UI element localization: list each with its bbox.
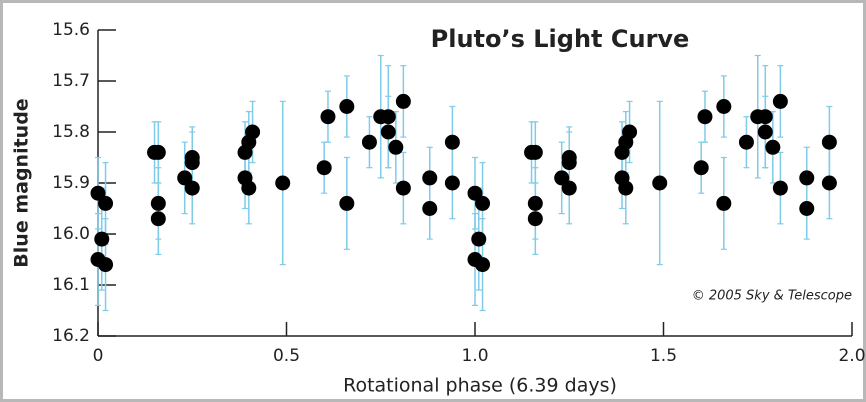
data-point	[422, 170, 438, 186]
x-axis-label: Rotational phase (6.39 days)	[343, 375, 617, 397]
data-point	[821, 134, 837, 150]
x-tick-label: 1.0	[461, 346, 488, 366]
chart-title: Pluto’s Light Curve	[431, 25, 690, 53]
x-tick-label: 2.0	[838, 346, 865, 366]
data-point	[757, 109, 773, 125]
data-point	[561, 155, 577, 171]
x-tick-label: 0.5	[273, 346, 300, 366]
data-point	[184, 180, 200, 196]
data-point	[98, 257, 114, 273]
data-point	[757, 124, 773, 140]
data-point	[380, 109, 396, 125]
data-point	[527, 211, 543, 227]
x-tick-label: 1.5	[650, 346, 677, 366]
data-point	[444, 134, 460, 150]
data-point	[561, 180, 577, 196]
data-point	[361, 134, 377, 150]
data-point	[150, 144, 166, 160]
data-point	[94, 231, 110, 247]
data-point	[716, 99, 732, 114]
data-point	[772, 93, 788, 109]
data-point	[738, 134, 754, 150]
data-point	[475, 257, 491, 273]
data-point	[697, 109, 713, 125]
data-point	[339, 195, 355, 211]
data-point	[471, 231, 487, 247]
data-point	[799, 170, 815, 186]
data-point	[622, 124, 638, 140]
data-point	[772, 180, 788, 196]
data-point	[245, 124, 261, 140]
data-point	[388, 139, 404, 155]
data-point	[799, 201, 815, 216]
data-point	[380, 124, 396, 140]
data-point	[716, 195, 732, 211]
data-point	[98, 195, 114, 211]
credit: © 2005 Sky & Telescope	[692, 289, 852, 304]
data-point	[693, 160, 709, 176]
data-point	[241, 180, 257, 196]
data-point	[475, 195, 491, 211]
data-point	[184, 155, 200, 171]
y-tick-label: 15.6	[52, 20, 90, 40]
y-tick-label: 15.7	[52, 71, 90, 91]
y-tick-label: 15.9	[52, 173, 90, 193]
y-axis-label: Blue magnitude	[11, 98, 33, 267]
y-tick-label: 16.1	[52, 275, 90, 295]
data-point	[150, 195, 166, 211]
data-point	[395, 180, 411, 196]
data-point	[618, 180, 634, 196]
data-point	[652, 175, 668, 191]
data-point	[316, 160, 332, 176]
y-tick-label: 16.0	[52, 224, 90, 244]
data-point	[339, 99, 355, 114]
data-point	[444, 175, 460, 191]
y-tick-label: 15.8	[52, 122, 90, 142]
data-point	[821, 175, 837, 191]
data-point	[395, 93, 411, 109]
data-point	[275, 175, 291, 191]
y-tick-label: 16.2	[52, 326, 90, 346]
x-tick-label: 0	[93, 346, 104, 366]
data-point	[527, 144, 543, 160]
data-point	[422, 201, 438, 216]
data-point	[320, 109, 336, 125]
data-point	[150, 211, 166, 227]
data-point	[527, 195, 543, 211]
data-point	[765, 139, 781, 155]
